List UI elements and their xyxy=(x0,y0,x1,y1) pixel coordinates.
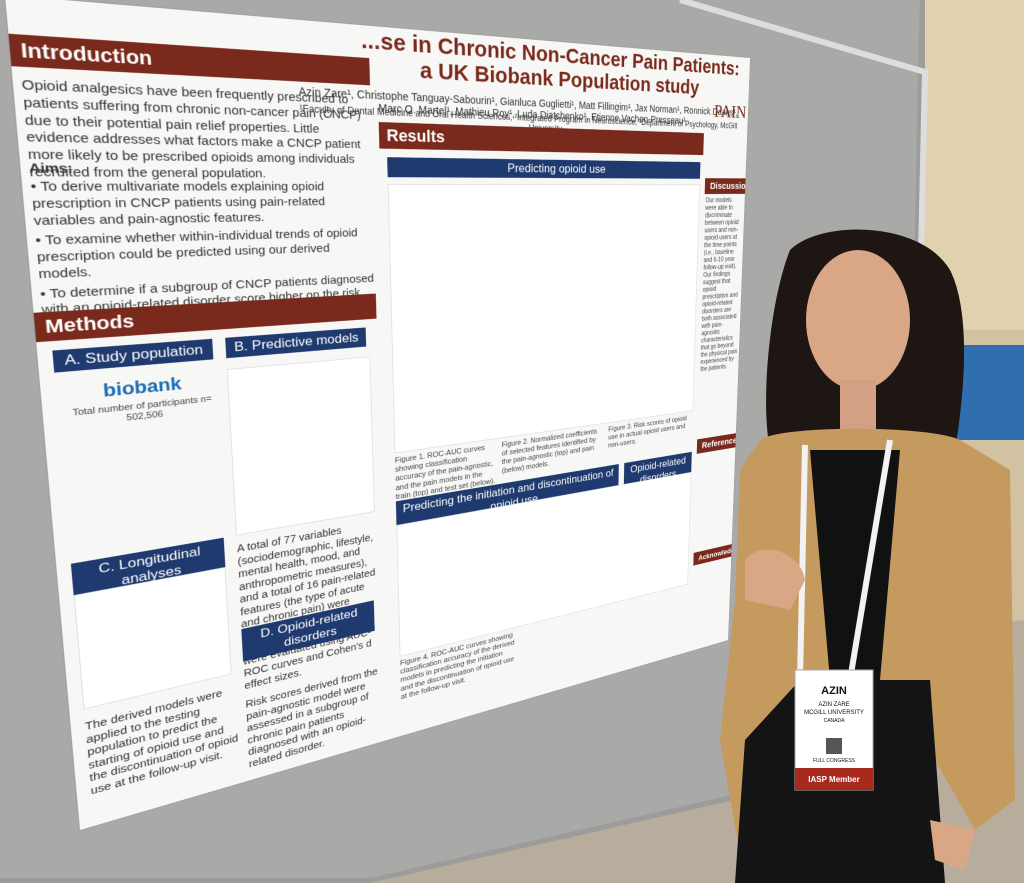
badge-text: IASP Member xyxy=(808,775,859,784)
badge-text: CANADA xyxy=(824,718,846,724)
badge-text: FULL CONGRESS xyxy=(813,758,856,764)
badge-name: AZIN xyxy=(821,685,847,697)
badge-text: MCGILL UNIVERSITY xyxy=(804,710,864,716)
badge-text: AZIN ZARE xyxy=(818,702,849,708)
